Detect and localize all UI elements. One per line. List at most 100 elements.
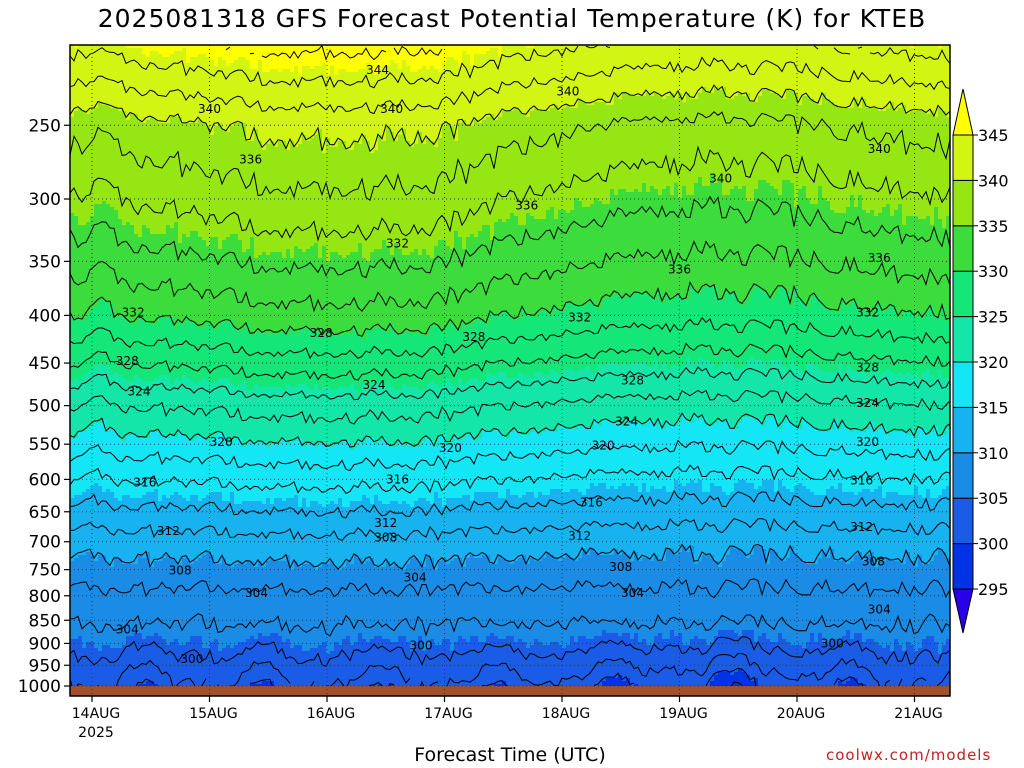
- colorbar-tick-label: 295: [978, 580, 1009, 599]
- colorbar-segment: [952, 406, 974, 454]
- contour-label: 320: [592, 439, 615, 453]
- x-axis-label: Forecast Time (UTC): [414, 744, 606, 766]
- colorbar-segment: [952, 543, 974, 590]
- contour-label: 328: [621, 374, 644, 388]
- colorbar-segment: [952, 316, 974, 363]
- y-tick-label: 850: [29, 611, 61, 631]
- colorbar-segment: [952, 225, 974, 272]
- ground: [70, 686, 950, 696]
- x-tick-label: 19AUG: [659, 706, 708, 722]
- x-tick-label: 16AUG: [307, 706, 356, 722]
- colorbar-tick-label: 335: [978, 217, 1009, 236]
- colorbar-tick-label: 340: [978, 171, 1009, 190]
- x-axis: 14AUG 15AUG 16AUG 17AUG 18AUG 19AUG 20AUG 21AUG…: [72, 696, 943, 741]
- contour-label: 340: [198, 102, 221, 116]
- y-axis: 250 300 350 400 450 500 550 600 650 700 750 800 850 9…: [18, 116, 70, 697]
- x-tick-label: 20AUG: [777, 706, 826, 722]
- y-tick-label: 700: [29, 533, 61, 553]
- x-tick-label: 15AUG: [189, 706, 238, 722]
- colorbar-tick-label: 345: [978, 126, 1009, 145]
- contour-label: 344: [366, 63, 389, 77]
- contour-label: 308: [609, 560, 632, 574]
- y-tick-label: 750: [29, 561, 61, 581]
- y-tick-label: 650: [29, 503, 61, 523]
- contour-label: 336: [668, 262, 691, 276]
- colorbar-segment: [952, 134, 974, 181]
- contour-label: 324: [856, 396, 879, 410]
- x-tick-label: 14AUG: [72, 706, 121, 722]
- y-tick-label: 1000: [18, 677, 61, 697]
- y-tick-label: 400: [29, 306, 61, 326]
- colorbar-tick-label: 315: [978, 398, 1009, 417]
- contour-label: 312: [157, 524, 180, 538]
- plot-frame: [69, 44, 951, 697]
- contour-label: 304: [404, 571, 427, 585]
- contour-label: 324: [363, 378, 386, 392]
- colorbar-segment: [952, 452, 974, 499]
- contour-label: 304: [245, 586, 268, 600]
- contour-label: 336: [515, 199, 538, 213]
- y-tick-label: 900: [29, 634, 61, 654]
- colorbar-extend-bottom: [952, 588, 974, 634]
- temperature-fill: [70, 45, 950, 696]
- colorbar-tick-label: 330: [978, 262, 1009, 281]
- y-tick-label: 250: [29, 116, 61, 136]
- contour-label: 320: [856, 435, 879, 449]
- colorbar-tick-label: 320: [978, 353, 1009, 372]
- contour-label: 316: [386, 472, 409, 486]
- contour-label: 320: [439, 441, 462, 455]
- grid: [70, 45, 950, 696]
- contour-label: 300: [821, 636, 844, 650]
- colorbar-segment: [952, 497, 974, 545]
- colorbar-tick-label: 305: [978, 489, 1009, 508]
- colorbar-segment: [952, 179, 974, 227]
- x-tick-label: 17AUG: [424, 706, 473, 722]
- contour-label: 340: [709, 171, 732, 185]
- contour-label: 332: [568, 310, 591, 324]
- contour-label: 312: [374, 516, 397, 530]
- colorbar-tick-label: 310: [978, 444, 1009, 463]
- y-tick-label: 500: [29, 397, 61, 417]
- colorbar: 295 300 305 310 315 320 325 330 335 340 345: [952, 88, 1009, 634]
- y-tick-label: 300: [29, 190, 61, 210]
- contour-label: 336: [868, 251, 891, 265]
- contour-label: 304: [621, 586, 644, 600]
- contour-label: 312: [850, 520, 873, 534]
- y-tick-label: 600: [29, 470, 61, 490]
- contour-label: 316: [133, 476, 156, 490]
- contour-label: 308: [862, 554, 885, 568]
- contour-label: 300: [180, 652, 203, 666]
- colorbar-extend-top: [952, 88, 974, 136]
- y-tick-label: 450: [29, 354, 61, 374]
- contour-label: 340: [556, 85, 579, 99]
- contour-label: 316: [850, 474, 873, 488]
- contour-label: 304: [868, 603, 891, 617]
- contour-label: 300: [410, 639, 433, 653]
- x-tick-label: 18AUG: [542, 706, 591, 722]
- y-tick-label: 550: [29, 435, 61, 455]
- contour-label: 316: [580, 495, 603, 509]
- y-tick-label: 950: [29, 656, 61, 676]
- contour-label: 340: [868, 142, 891, 156]
- colorbar-segment: [952, 270, 974, 318]
- x-tick-label: 21AUG: [894, 706, 943, 722]
- chart-title: 2025081318 GFS Forecast Potential Temper…: [97, 4, 927, 33]
- contour-label: 324: [128, 385, 151, 399]
- contour-label: 328: [856, 360, 879, 374]
- contour-label: 312: [568, 529, 591, 543]
- contour-label: 328: [462, 330, 485, 344]
- contour-label: 340: [380, 102, 403, 116]
- colorbar-tick-label: 325: [978, 308, 1009, 327]
- contour-label: 328: [116, 354, 139, 368]
- source-credit: coolwx.com/models: [826, 746, 992, 764]
- contour-label: 308: [169, 564, 192, 578]
- contour-label: 304: [116, 623, 139, 637]
- contour-label: 332: [856, 305, 879, 319]
- contour-labels: 344 340 340 340 340 340 336 336 336 336 332 332 332 3…: [116, 63, 891, 666]
- y-tick-label: 350: [29, 252, 61, 272]
- contour-label: 308: [374, 531, 397, 545]
- colorbar-tick-label: 300: [978, 535, 1009, 554]
- contour-label: 328: [310, 326, 333, 340]
- contour-label: 324: [615, 415, 638, 429]
